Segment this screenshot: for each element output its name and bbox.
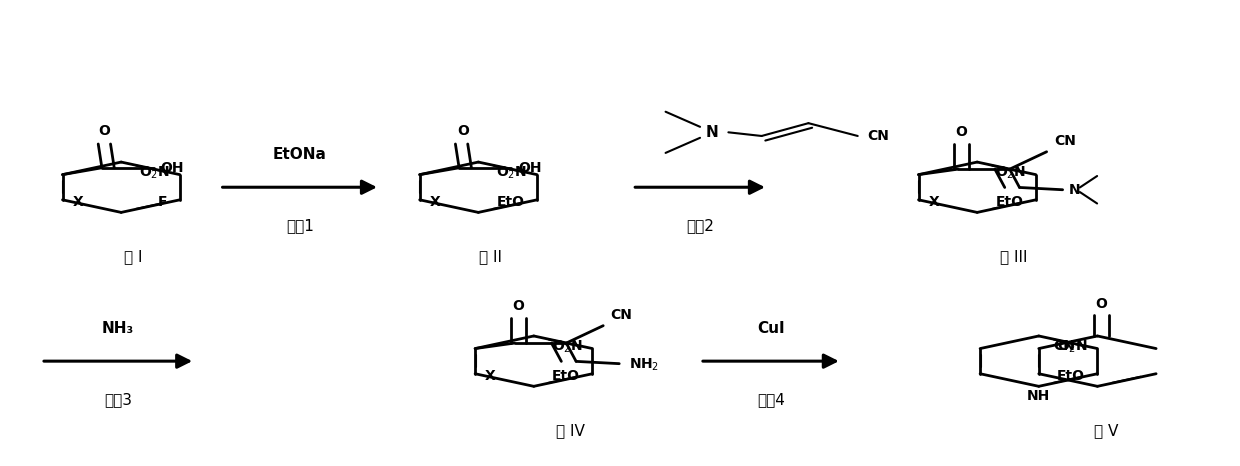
Text: OH: OH (160, 161, 184, 175)
Text: O: O (956, 125, 967, 139)
Text: NH: NH (1027, 389, 1050, 403)
Text: O$_2$N: O$_2$N (1056, 339, 1087, 356)
Text: EtO: EtO (996, 195, 1023, 209)
Text: 反则1: 反则1 (286, 219, 314, 233)
Text: EtONa: EtONa (273, 147, 326, 162)
Text: O$_2$N: O$_2$N (496, 165, 527, 181)
Text: X: X (72, 195, 83, 209)
Text: O$_2$N: O$_2$N (996, 165, 1025, 181)
Text: EtO: EtO (552, 369, 580, 383)
Text: CN: CN (1054, 339, 1075, 353)
Text: CuI: CuI (758, 321, 785, 336)
Text: 反则4: 反则4 (756, 392, 785, 407)
Text: O: O (98, 124, 110, 138)
Text: O: O (1095, 297, 1107, 311)
Text: EtO: EtO (497, 195, 525, 209)
Text: X: X (929, 195, 939, 209)
Text: NH$_2$: NH$_2$ (629, 357, 660, 373)
Text: O$_2$N: O$_2$N (139, 165, 170, 181)
Text: 式 V: 式 V (1095, 423, 1118, 438)
Text: X: X (429, 195, 440, 209)
Text: 式 IV: 式 IV (557, 423, 585, 438)
Text: O$_2$N: O$_2$N (552, 339, 583, 356)
Text: NH₃: NH₃ (102, 321, 134, 336)
Text: O: O (456, 124, 469, 138)
Text: N: N (1069, 183, 1080, 197)
Text: CN: CN (1054, 134, 1076, 148)
Text: OH: OH (518, 161, 542, 175)
Text: 式 II: 式 II (479, 249, 502, 264)
Text: EtO: EtO (1058, 369, 1085, 383)
Text: CN: CN (868, 129, 889, 143)
Text: F: F (157, 195, 167, 209)
Text: N: N (706, 125, 719, 140)
Text: X: X (485, 369, 496, 383)
Text: CN: CN (610, 308, 632, 322)
Text: 反则3: 反则3 (104, 392, 133, 407)
Text: O: O (512, 299, 525, 313)
Text: 反则2: 反则2 (686, 219, 714, 233)
Text: 式 III: 式 III (1001, 249, 1028, 264)
Text: 式 I: 式 I (124, 249, 143, 264)
